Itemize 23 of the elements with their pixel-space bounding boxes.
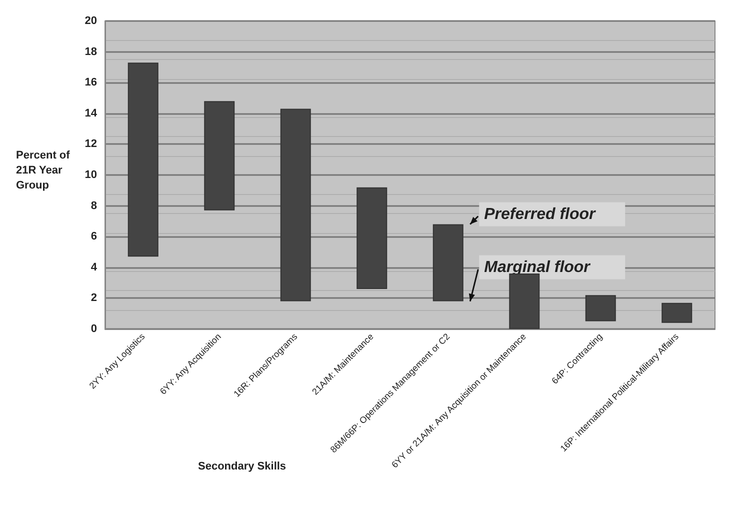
bar xyxy=(662,302,692,323)
y-tick-label: 14 xyxy=(84,107,98,120)
y-tick-label: 6 xyxy=(90,230,97,243)
y-tick-label: 18 xyxy=(84,46,97,58)
bar xyxy=(204,101,235,210)
y-tick-label: 8 xyxy=(90,200,97,212)
bar xyxy=(128,62,158,257)
bar xyxy=(509,274,540,329)
x-axis-title: Secondary Skills xyxy=(198,460,286,472)
y-tick-label: 4 xyxy=(90,261,98,274)
y-tick-label: 20 xyxy=(84,15,97,27)
y-tick-label: 10 xyxy=(84,169,97,181)
annotation: Marginal floor xyxy=(484,258,591,276)
y-tick-label: 12 xyxy=(84,138,97,150)
bar xyxy=(432,224,464,302)
y-axis-title: Percent of 21R Year Group xyxy=(16,150,73,192)
bar xyxy=(585,295,616,322)
bar xyxy=(356,187,388,289)
y-tick-label: 2 xyxy=(90,292,97,304)
y-tick-label: 16 xyxy=(84,76,97,89)
bar xyxy=(280,108,311,302)
annotation: Preferred floor xyxy=(484,206,596,223)
y-tick-label: 0 xyxy=(90,323,97,335)
